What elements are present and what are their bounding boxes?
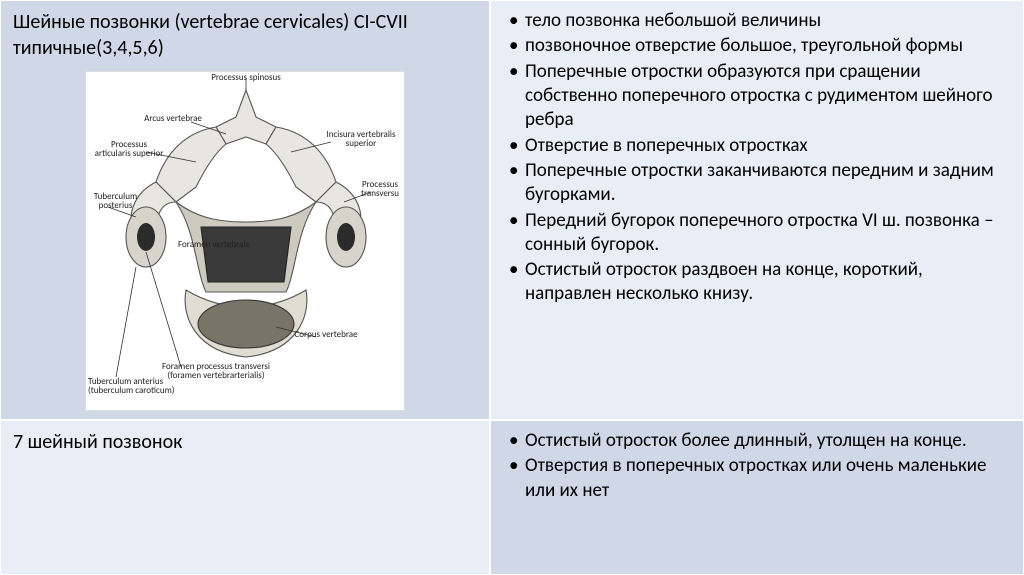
list-item: Передний бугорок поперечного отростка VI… (503, 209, 1011, 258)
slide: Шейные позвонки (vertebrae cervicales) C… (0, 0, 1024, 574)
row1-right-cell: тело позвонка небольшой величины позвоно… (491, 1, 1023, 419)
row2-heading: 7 шейный позвонок (13, 429, 477, 455)
list-item: позвоночное отверстие большое, треугольн… (503, 34, 1011, 58)
row2-left-cell: 7 шейный позвонок (1, 421, 491, 574)
lbl-tub-post: Tuberculum posterius (88, 192, 143, 211)
row1-bullets: тело позвонка небольшой величины позвоно… (503, 9, 1011, 307)
lbl-corpus: Corpus vertebrae (286, 330, 366, 339)
list-item: Остистый отросток раздвоен на конце, кор… (503, 258, 1011, 307)
lbl-tub-ant: Tuberculum anterius (tuberculum caroticu… (88, 377, 188, 396)
lbl-articularis: Processus articularis superior (94, 140, 164, 159)
table-row-2: 7 шейный позвонок Остистый отросток боле… (0, 420, 1024, 575)
lbl-transversu: Processus transversu (354, 180, 406, 199)
row2-bullets: Остистый отросток более длинный, утолщен… (503, 429, 1011, 503)
row2-right-cell: Остистый отросток более длинный, утолщен… (491, 421, 1023, 574)
list-item: Отверстие в поперечных отростках (503, 134, 1011, 158)
list-item: Остистый отросток более длинный, утолщен… (503, 429, 1011, 453)
list-item: тело позвонка небольшой величины (503, 9, 1011, 33)
row1-heading: Шейные позвонки (vertebrae cervicales) C… (13, 9, 477, 61)
list-item: Поперечные отростки образуются при сраще… (503, 60, 1011, 133)
lbl-incisura: Incisura vertebralis superior (321, 130, 401, 149)
vertebra-diagram: Processus spinosus Arcus vertebrae Proce… (85, 71, 405, 411)
table-row-1: Шейные позвонки (vertebrae cervicales) C… (0, 0, 1024, 420)
list-item: Отверстия в поперечных отростках или оче… (503, 454, 1011, 503)
lbl-spinosus: Processus spinosus (206, 73, 286, 82)
row1-left-cell: Шейные позвонки (vertebrae cervicales) C… (1, 1, 491, 419)
list-item: Поперечные отростки заканчиваются передн… (503, 159, 1011, 208)
lbl-foramen-vert: Foramen vertebrale (178, 240, 258, 249)
lbl-arcus: Arcus vertebrae (138, 114, 208, 123)
